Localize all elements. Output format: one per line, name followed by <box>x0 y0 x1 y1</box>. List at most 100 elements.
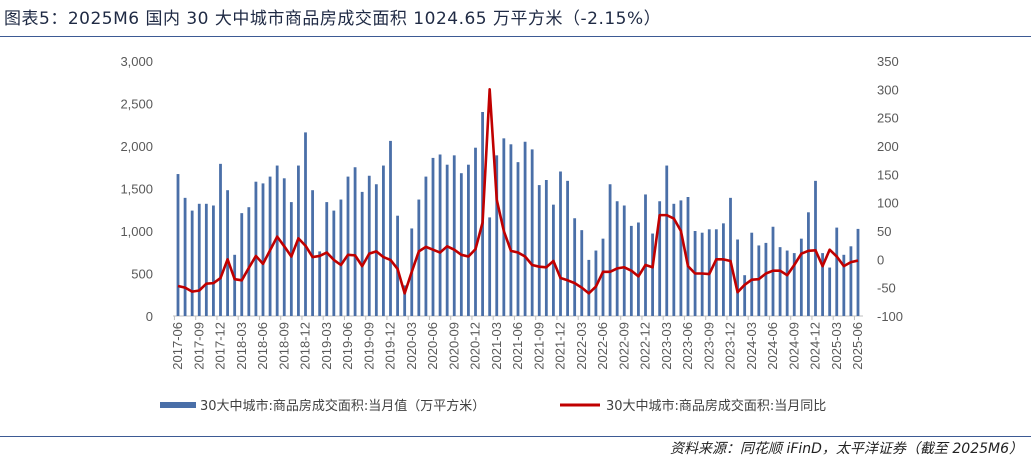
bar <box>389 140 392 316</box>
bar <box>325 202 329 316</box>
bar <box>856 228 860 316</box>
bar <box>523 141 527 316</box>
bar <box>396 215 399 316</box>
bar <box>190 210 194 316</box>
x-tick-label: 2025-03 <box>829 322 844 370</box>
bar <box>799 238 803 316</box>
bar <box>736 239 739 316</box>
y-left-tick-label: 0 <box>146 309 153 324</box>
x-tick-label: 2025-06 <box>850 322 865 370</box>
bar <box>353 167 357 316</box>
x-tick-label: 2021-12 <box>553 322 568 370</box>
bar <box>254 181 258 316</box>
bar <box>226 190 229 316</box>
bar <box>580 230 584 316</box>
bar <box>509 144 513 316</box>
title-divider <box>0 36 1031 37</box>
bar <box>268 176 272 316</box>
bar <box>204 203 208 316</box>
bar <box>318 251 322 316</box>
bar <box>615 201 619 316</box>
bar <box>474 147 477 316</box>
bar <box>672 203 676 316</box>
bar <box>729 197 732 316</box>
bar <box>467 164 470 316</box>
bar <box>665 165 669 316</box>
bar <box>438 154 442 316</box>
x-tick-label: 2023-09 <box>701 322 716 370</box>
x-tick-label: 2022-06 <box>595 322 610 370</box>
y-right-tick-label: 50 <box>877 224 891 239</box>
y-left-tick-label: 1,500 <box>120 182 153 197</box>
bar <box>842 254 846 316</box>
bar <box>240 213 244 316</box>
x-tick-label: 2023-12 <box>723 322 738 370</box>
x-tick-label: 2022-03 <box>574 322 589 370</box>
y-left-tick-label: 2,000 <box>120 139 153 154</box>
bar <box>304 132 307 316</box>
bar <box>785 250 789 316</box>
bar <box>757 245 761 316</box>
y-right-tick-label: 300 <box>877 82 899 97</box>
bar <box>807 212 810 316</box>
bar <box>608 184 612 316</box>
source-note: 资料来源：同花顺 iFinD，太平洋证券（截至 2025M6） <box>670 441 1023 457</box>
x-tick-label: 2018-03 <box>234 322 249 370</box>
x-tick-label: 2022-12 <box>638 322 653 370</box>
y-right-tick-label: 100 <box>877 196 899 211</box>
x-tick-label: 2019-06 <box>340 322 355 370</box>
x-tick-label: 2019-09 <box>361 322 376 370</box>
y-right-tick-label: -50 <box>877 281 896 296</box>
bar <box>651 233 654 316</box>
y-right-tick-label: 350 <box>877 54 899 69</box>
x-tick-label: 2018-12 <box>298 322 313 370</box>
bar <box>573 218 577 316</box>
bar <box>835 227 839 316</box>
bar <box>679 200 683 316</box>
bar <box>544 180 548 316</box>
x-tick-label: 2017-09 <box>191 322 206 370</box>
bar <box>311 190 314 316</box>
y-right-tick-label: 200 <box>877 139 899 154</box>
bar <box>275 165 279 316</box>
bar <box>445 164 449 316</box>
y-left-tick-label: 1,000 <box>120 224 153 239</box>
x-tick-label: 2023-03 <box>659 322 674 370</box>
x-tick-label: 2024-12 <box>808 322 823 370</box>
y-right-tick-label: -100 <box>877 309 903 324</box>
x-tick-label: 2017-06 <box>170 322 185 370</box>
yoy-line <box>177 88 859 295</box>
bar <box>183 197 187 316</box>
bar <box>644 194 647 316</box>
bar <box>176 174 180 316</box>
bar <box>332 210 336 316</box>
legend-bar-swatch <box>160 402 196 408</box>
bar <box>530 149 534 316</box>
bar <box>722 223 725 316</box>
bar <box>459 173 463 316</box>
x-tick-label: 2018-06 <box>255 322 270 370</box>
bar <box>431 157 435 316</box>
x-tick-label: 2024-09 <box>786 322 801 370</box>
source-divider <box>0 436 1031 437</box>
x-tick-label: 2017-12 <box>213 322 228 370</box>
bar <box>219 163 222 316</box>
bar <box>587 259 591 316</box>
bar <box>601 238 605 316</box>
bar <box>417 199 421 316</box>
bar <box>212 205 215 316</box>
y-right-tick-label: 250 <box>877 111 899 126</box>
bar <box>566 180 569 316</box>
x-tick-label: 2020-09 <box>446 322 461 370</box>
bar <box>849 246 853 316</box>
bar <box>452 155 456 316</box>
bar <box>750 232 754 316</box>
y-left-tick-label: 3,000 <box>120 54 153 69</box>
bar <box>261 183 265 316</box>
bar <box>346 176 350 316</box>
bar <box>197 203 201 316</box>
bar <box>686 197 690 316</box>
bar <box>559 171 562 316</box>
bar <box>637 222 640 316</box>
